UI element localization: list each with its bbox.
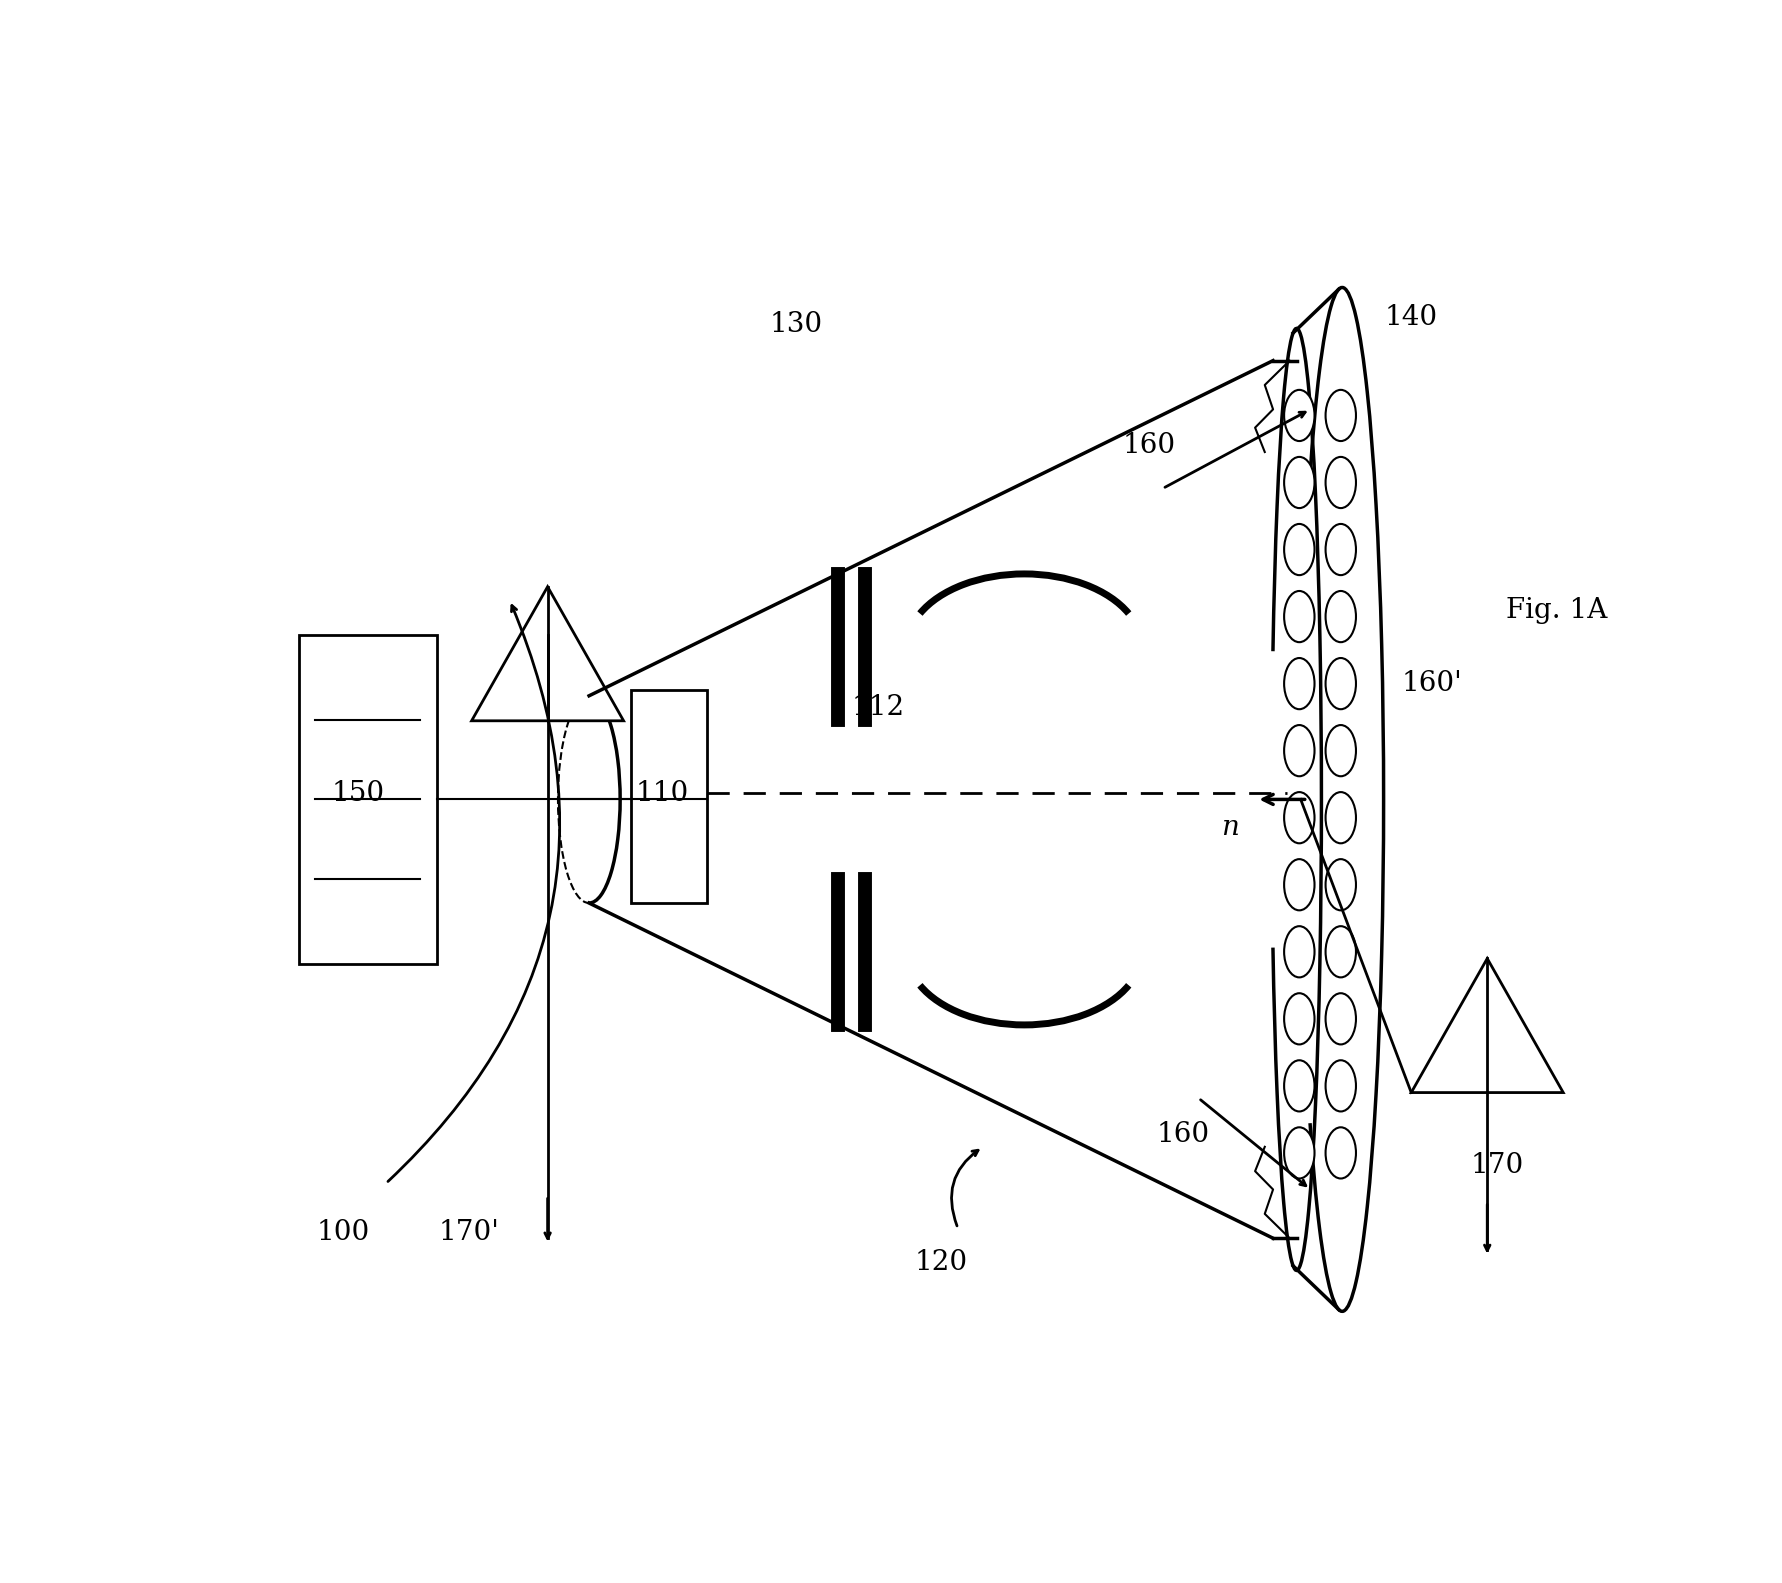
- Ellipse shape: [1324, 389, 1356, 442]
- Bar: [299, 635, 437, 964]
- Text: n: n: [1221, 814, 1238, 841]
- Ellipse shape: [1324, 659, 1356, 709]
- Text: 120: 120: [914, 1249, 968, 1276]
- Text: 112: 112: [852, 695, 903, 722]
- Ellipse shape: [1283, 1061, 1313, 1111]
- Ellipse shape: [1283, 725, 1313, 776]
- Ellipse shape: [1283, 389, 1313, 442]
- Text: 160': 160': [1401, 670, 1461, 697]
- Ellipse shape: [1283, 860, 1313, 910]
- Ellipse shape: [1324, 590, 1356, 643]
- Ellipse shape: [1283, 993, 1313, 1045]
- Text: 100: 100: [315, 1219, 369, 1246]
- Ellipse shape: [1283, 524, 1313, 575]
- Ellipse shape: [1283, 926, 1313, 977]
- Ellipse shape: [1324, 926, 1356, 977]
- Text: 130: 130: [770, 310, 823, 337]
- Text: 110: 110: [636, 780, 688, 807]
- Ellipse shape: [1324, 725, 1356, 776]
- Ellipse shape: [1324, 1061, 1356, 1111]
- Bar: [631, 690, 706, 902]
- Ellipse shape: [1324, 792, 1356, 844]
- Ellipse shape: [1283, 457, 1313, 508]
- Text: 140: 140: [1385, 304, 1436, 331]
- Ellipse shape: [1324, 860, 1356, 910]
- Text: 160: 160: [1121, 432, 1174, 459]
- Ellipse shape: [1324, 1127, 1356, 1178]
- Ellipse shape: [1283, 659, 1313, 709]
- Text: 160: 160: [1157, 1121, 1210, 1148]
- Ellipse shape: [1283, 792, 1313, 844]
- Ellipse shape: [1324, 457, 1356, 508]
- Polygon shape: [1411, 958, 1563, 1092]
- Text: 170: 170: [1470, 1151, 1522, 1179]
- Ellipse shape: [1283, 590, 1313, 643]
- Text: Fig. 1A: Fig. 1A: [1504, 597, 1606, 624]
- Ellipse shape: [1324, 524, 1356, 575]
- Ellipse shape: [1283, 1127, 1313, 1178]
- Ellipse shape: [1324, 993, 1356, 1045]
- Text: 150: 150: [331, 780, 385, 807]
- Polygon shape: [470, 587, 624, 720]
- Text: 170': 170': [438, 1219, 499, 1246]
